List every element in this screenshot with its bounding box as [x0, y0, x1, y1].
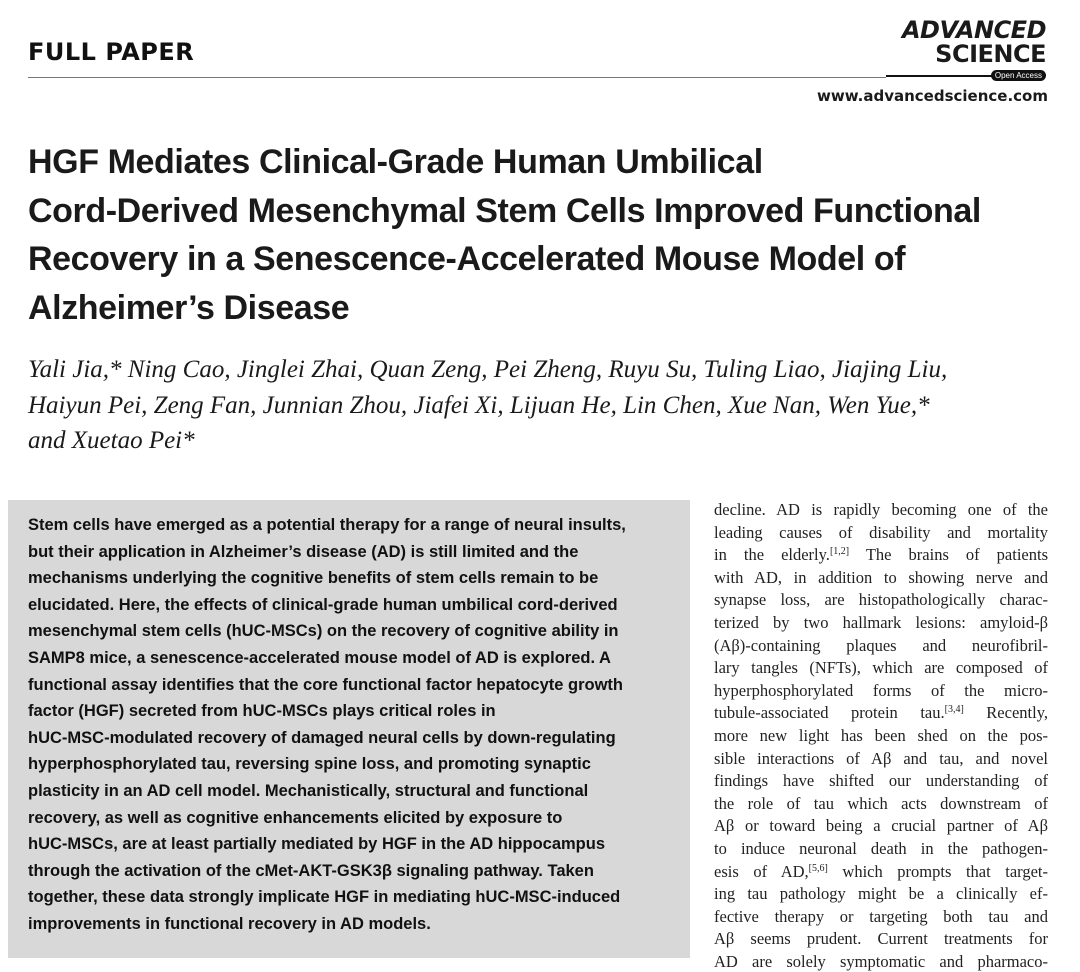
abstract-line: hUC-MSC-modulated recovery of damaged ne…	[28, 728, 616, 747]
body-line: hyperphosphorylated forms of the micro-	[714, 681, 1048, 701]
citation[interactable]: [5,6]	[808, 862, 828, 874]
body-text: lary tangles (NFTs), which are composed …	[714, 658, 1048, 678]
title-line: HGF Mediates Clinical-Grade Human Umbili…	[28, 143, 763, 181]
body-line: in the elderly.[1,2] The brains of patie…	[714, 545, 1048, 565]
body-text: which prompts that target-	[827, 861, 1048, 881]
body-text: tubule-associated protein tau.	[714, 703, 945, 723]
paper-title: HGF Mediates Clinical-Grade Human Umbili…	[28, 138, 981, 332]
title-line: Recovery in a Senescence-Accelerated Mou…	[28, 240, 906, 278]
body-line: findings have shifted our understanding …	[714, 771, 1048, 791]
author-line: and Xuetao Pei*	[28, 427, 195, 454]
body-text: esis of AD,	[714, 861, 809, 881]
title-line: Alzheimer’s Disease	[28, 288, 350, 327]
body-text: findings have shifted our understanding …	[714, 771, 1048, 791]
body-text: The brains of patients	[849, 545, 1048, 565]
body-text: Aβ seems prudent. Current treatments for	[714, 929, 1048, 949]
abstract-line: factor (HGF) secreted from hUC-MSCs play…	[28, 702, 496, 721]
body-line: with AD, in addition to showing nerve an…	[714, 568, 1048, 588]
body-line: Aβ seems prudent. Current treatments for	[714, 929, 1048, 949]
title-line: Cord-Derived Mesenchymal Stem Cells Impr…	[28, 191, 981, 230]
abstract-line: hyperphosphorylated tau, reversing spine…	[28, 755, 591, 774]
body-text: with AD, in addition to showing nerve an…	[714, 567, 1048, 587]
abstract-line: hUC-MSCs, are at least partially mediate…	[28, 835, 606, 854]
body-line: sible interactions of Aβ and tau, and no…	[714, 749, 1048, 769]
body-line: (Aβ)-containing plaques and neurofibril-	[714, 636, 1048, 656]
body-line: tubule-associated protein tau.[3,4] Rece…	[714, 703, 1048, 723]
body-line: ing tau pathology might be a clinically …	[714, 884, 1048, 904]
body-text: synapse loss, are histopathologically ch…	[714, 590, 1048, 610]
body-line: fective therapy or targeting both tau an…	[714, 907, 1048, 927]
body-text: in the elderly.	[714, 545, 830, 565]
author-line: Yali Jia,* Ning Cao, Jinglei Zhai, Quan …	[28, 356, 948, 383]
abstract-line: mesenchymal stem cells (hUC-MSCs) on the…	[28, 622, 619, 641]
body-text: to induce neuronal death in the pathogen…	[714, 839, 1048, 858]
body-text: leading causes of disability and mortali…	[714, 522, 1048, 542]
body-text: terized by two hallmark lesions: amyloid…	[714, 613, 1048, 632]
body-line: leading causes of disability and mortali…	[714, 523, 1048, 543]
section-label: FULL PAPER	[28, 38, 195, 66]
body-text: (Aβ)-containing plaques and neurofibril-	[714, 635, 1048, 655]
body-text: Recently,	[963, 703, 1048, 723]
abstract-line: mechanisms underlying the cognitive bene…	[28, 569, 599, 588]
header-rule	[28, 77, 886, 78]
body-line: more new light has been shed on the pos-	[714, 726, 1048, 746]
body-line: Aβ or toward being a crucial partner of …	[714, 816, 1048, 836]
body-text: the role of tau which acts downstream of	[714, 793, 1048, 813]
open-access-badge: Open Access	[990, 70, 1046, 81]
journal-url[interactable]: www.advancedscience.com	[817, 87, 1048, 105]
journal-logo: ADVANCED SCIENCE	[901, 16, 1047, 68]
body-line: to induce neuronal death in the pathogen…	[714, 839, 1048, 859]
body-text: more new light has been shed on the pos-	[714, 726, 1048, 745]
body-text: sible interactions of Aβ and tau, and no…	[714, 748, 1048, 768]
body-line: AD are solely symptomatic and pharmaco-	[714, 952, 1048, 972]
author-line: Haiyun Pei, Zeng Fan, Junnian Zhou, Jiaf…	[28, 391, 930, 419]
body-text: hyperphosphorylated forms of the micro-	[714, 680, 1048, 700]
author-list: Yali Jia,* Ning Cao, Jinglei Zhai, Quan …	[28, 352, 947, 459]
abstract-line: improvements in functional recovery in A…	[28, 915, 431, 933]
body-text: ing tau pathology might be a clinically …	[714, 884, 1048, 904]
abstract-line: elucidated. Here, the effects of clinica…	[28, 595, 618, 614]
body-line: the role of tau which acts downstream of	[714, 794, 1048, 814]
body-line: esis of AD,[5,6] which prompts that targ…	[714, 862, 1048, 882]
citation[interactable]: [3,4]	[944, 704, 964, 716]
logo-line2: SCIENCE	[935, 40, 1046, 68]
body-line: synapse loss, are histopathologically ch…	[714, 590, 1048, 610]
abstract-line: recovery, as well as cognitive enhanceme…	[28, 808, 563, 827]
body-text: decline. AD is rapidly becoming one of t…	[714, 500, 1048, 519]
abstract-line: functional assay identifies that the cor…	[28, 675, 624, 694]
body-line: lary tangles (NFTs), which are composed …	[714, 658, 1048, 678]
abstract-line: but their application in Alzheimer’s dis…	[28, 542, 579, 561]
citation[interactable]: [1,2]	[829, 546, 850, 558]
logo-line1: ADVANCED	[901, 16, 1047, 44]
body-line: decline. AD is rapidly becoming one of t…	[714, 500, 1048, 520]
abstract-box: Stem cells have emerged as a potential t…	[8, 500, 690, 958]
body-text: fective therapy or targeting both tau an…	[714, 906, 1048, 926]
logo-rule	[886, 75, 996, 77]
body-line: terized by two hallmark lesions: amyloid…	[714, 613, 1048, 633]
abstract-line: Stem cells have emerged as a potential t…	[28, 516, 626, 534]
abstract-line: SAMP8 mice, a senescence-accelerated mou…	[28, 649, 611, 667]
abstract-line: plasticity in an AD cell model. Mechanis…	[28, 782, 589, 800]
abstract-line: through the activation of the cMet-AKT-G…	[28, 861, 594, 880]
body-text: AD are solely symptomatic and pharmaco-	[714, 952, 1048, 971]
body-text: Aβ or toward being a crucial partner of …	[714, 816, 1048, 836]
abstract-line: together, these data strongly implicate …	[28, 888, 621, 907]
